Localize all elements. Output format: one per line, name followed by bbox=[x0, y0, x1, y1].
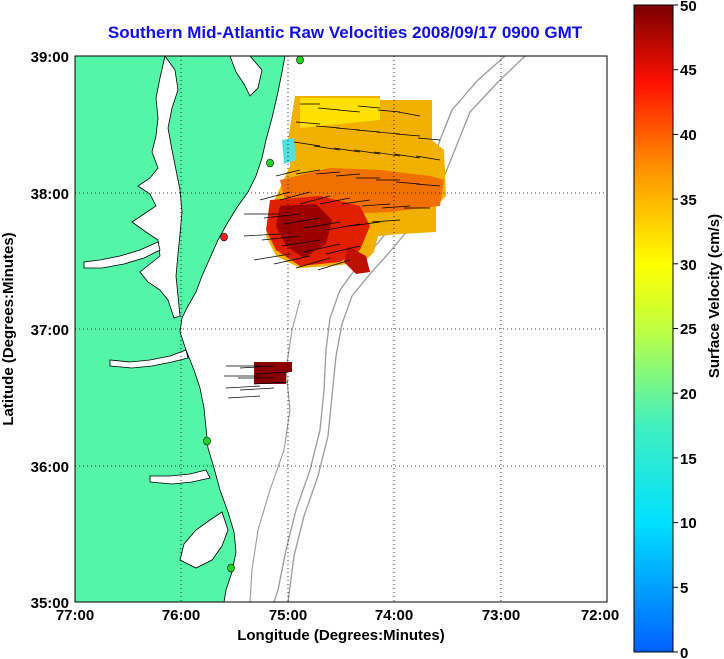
x-tick-label: 74:00 bbox=[375, 607, 413, 624]
y-tick-label: 39:00 bbox=[31, 49, 69, 66]
y-tick-label: 36:00 bbox=[31, 459, 69, 476]
x-tick-label: 77:00 bbox=[56, 607, 94, 624]
colorbar-tick-label: 40 bbox=[680, 127, 697, 144]
x-tick-label: 73:00 bbox=[482, 607, 520, 624]
james-river bbox=[109, 349, 189, 369]
colorbar-tick-label: 15 bbox=[680, 451, 697, 468]
colorbar-tick-label: 0 bbox=[680, 645, 688, 659]
y-axis: 39:00 38:00 37:00 36:00 35:00 Latitude (… bbox=[0, 49, 69, 612]
colorbar: 50 45 40 35 30 25 20 15 10 5 0 Surface V… bbox=[633, 0, 723, 659]
albemarle-sound bbox=[149, 469, 211, 485]
x-axis-label: Longitude (Degrees:Minutes) bbox=[237, 627, 445, 644]
grid-lines bbox=[75, 56, 607, 602]
chesapeake-bay bbox=[131, 56, 183, 319]
y-tick-label: 37:00 bbox=[31, 322, 69, 339]
radar-site-marker bbox=[220, 232, 228, 242]
y-tick-label: 38:00 bbox=[31, 186, 69, 203]
plot-frame bbox=[74, 55, 608, 603]
potomac-river bbox=[83, 241, 161, 269]
radar-site-marker bbox=[296, 55, 304, 65]
pamlico-sound bbox=[179, 511, 229, 569]
bathymetry-contour bbox=[287, 56, 526, 602]
radar-site-marker bbox=[227, 563, 235, 573]
bathymetry-contour bbox=[249, 299, 301, 602]
delaware-bay bbox=[229, 56, 263, 97]
radar-site-marker bbox=[203, 436, 211, 446]
y-axis-label: Latitude (Degrees:Minutes) bbox=[0, 232, 17, 425]
radar-site-marker bbox=[266, 158, 274, 168]
colorbar-tick-label: 5 bbox=[680, 580, 688, 597]
y-tick-label: 35:00 bbox=[31, 595, 69, 612]
velocity-vectors-south bbox=[224, 365, 289, 399]
colorbar-tick-label: 30 bbox=[680, 257, 697, 274]
x-tick-label: 75:00 bbox=[269, 607, 307, 624]
colorbar-tick-label: 20 bbox=[680, 386, 697, 403]
colorbar-tick-label: 50 bbox=[680, 0, 697, 15]
colorbar-tick-label: 45 bbox=[680, 62, 697, 79]
colorbar-tick-label: 25 bbox=[680, 321, 697, 338]
chart-title: Southern Mid-Atlantic Raw Velocities 200… bbox=[107, 23, 583, 42]
x-tick-label: 76:00 bbox=[162, 607, 200, 624]
velocity-field-north bbox=[266, 96, 446, 274]
colorbar-label: Surface Velocity (cm/s) bbox=[706, 214, 723, 378]
colorbar-tick-label: 35 bbox=[680, 192, 697, 209]
velocity-vectors-north bbox=[243, 103, 441, 271]
colorbar-gradient bbox=[633, 4, 674, 653]
radar-sites bbox=[203, 55, 304, 573]
colorbar-tick-label: 10 bbox=[680, 515, 697, 532]
x-axis: 77:00 76:00 75:00 74:00 73:00 72:00 Long… bbox=[56, 607, 619, 644]
x-tick-label: 72:00 bbox=[581, 607, 619, 624]
